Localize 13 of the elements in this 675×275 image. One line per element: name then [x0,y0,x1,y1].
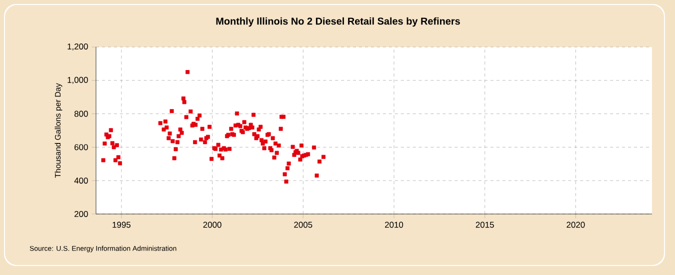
x-tick-label: 2020 [566,222,585,228]
y-tick-label: 1,000 [68,76,88,84]
chart-title: Monthly Illinois No 2 Diesel Retail Sales by Refiners [216,17,460,27]
y-tick-label: 200 [74,211,88,217]
x-tick-label: 2000 [203,222,222,228]
x-tick-label: 2010 [384,222,404,228]
x-tick-label: 2005 [294,222,312,228]
y-tick-label: 400 [74,178,88,184]
x-tick-label: 1995 [112,222,131,228]
y-tick-label: 800 [74,110,88,117]
y-tick-label: 1,200 [68,44,88,50]
y-tick-label: 600 [74,144,88,150]
x-tick-label: 2015 [476,222,494,228]
